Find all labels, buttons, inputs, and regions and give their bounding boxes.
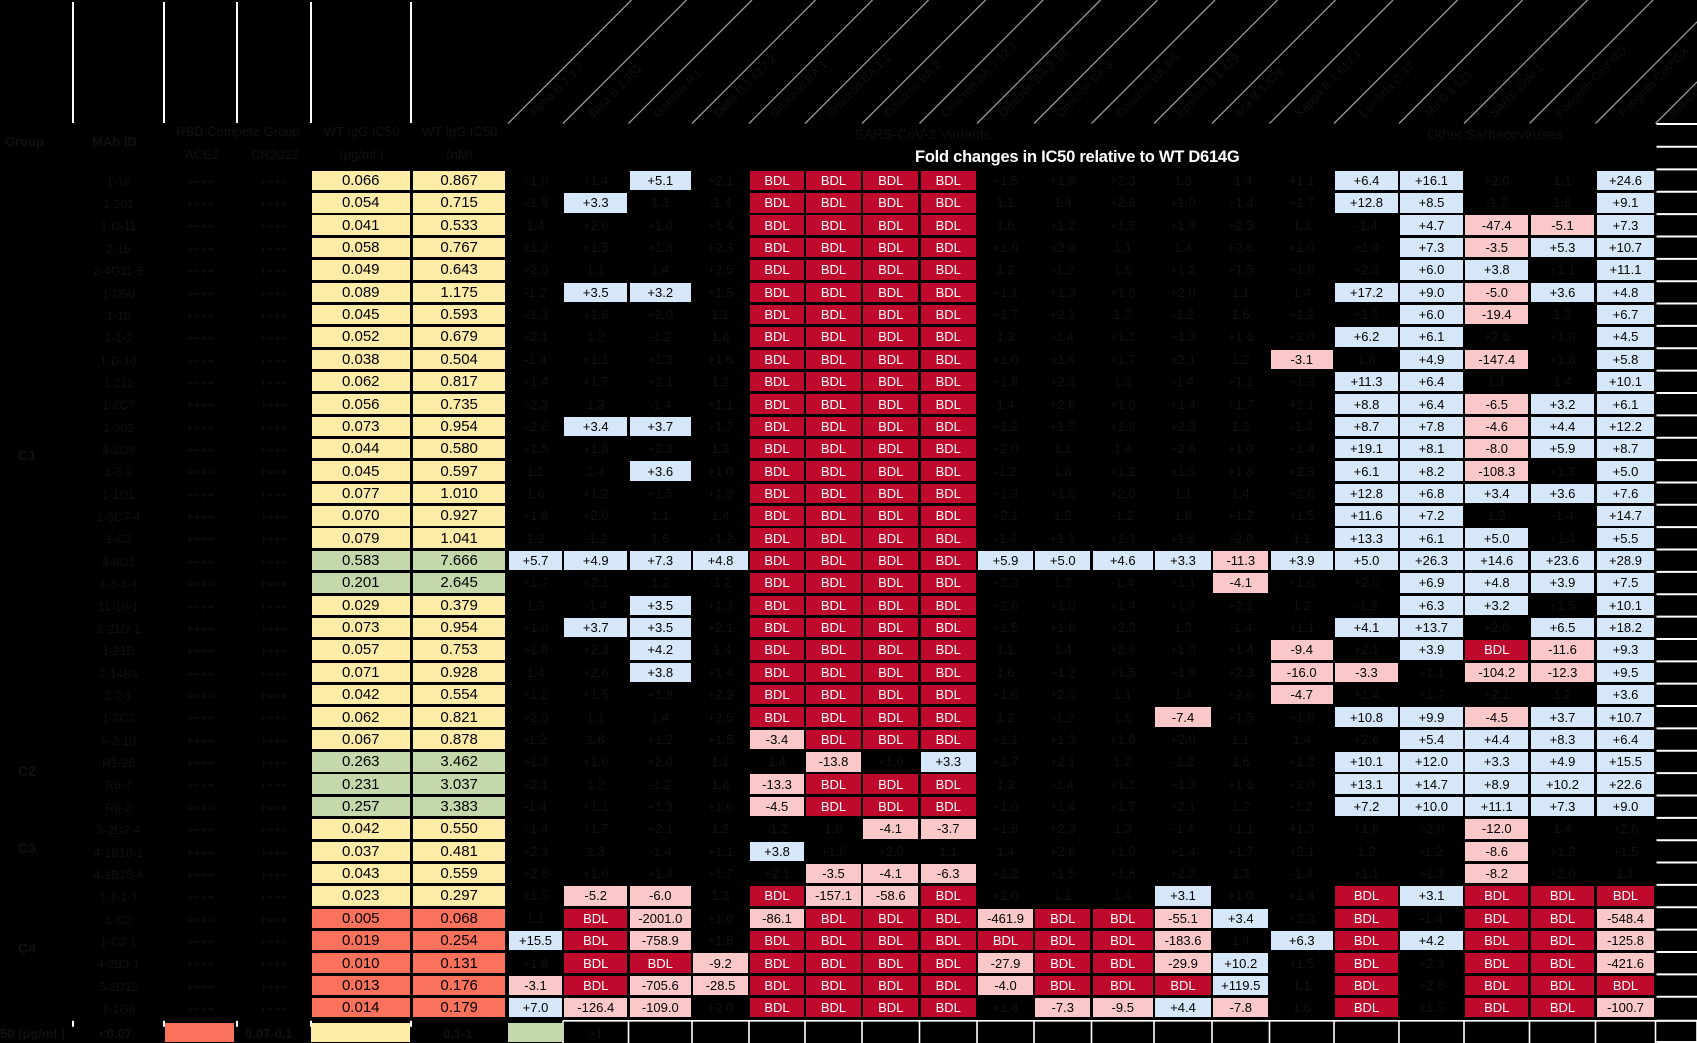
svg-text:Omicron BA.2: Omicron BA.2 <box>881 57 944 120</box>
svg-text:Alpha B.1.1.7: Alpha B.1.1.7 <box>526 59 587 120</box>
svg-text:SARS-CoV-1: SARS-CoV-1 <box>1487 60 1547 120</box>
svg-text:Beta B.1.351: Beta B.1.351 <box>586 61 645 120</box>
svg-text:Lambda C.37: Lambda C.37 <box>1357 59 1418 120</box>
svg-text:Omicron BA.1: Omicron BA.1 <box>767 57 830 120</box>
svg-text:Iota B.1.526: Iota B.1.526 <box>1231 64 1287 120</box>
svg-text:Kappa B.1.617.1: Kappa B.1.617.1 <box>1292 47 1365 120</box>
svg-text:Omicron BA.3: Omicron BA.3 <box>1053 57 1116 120</box>
